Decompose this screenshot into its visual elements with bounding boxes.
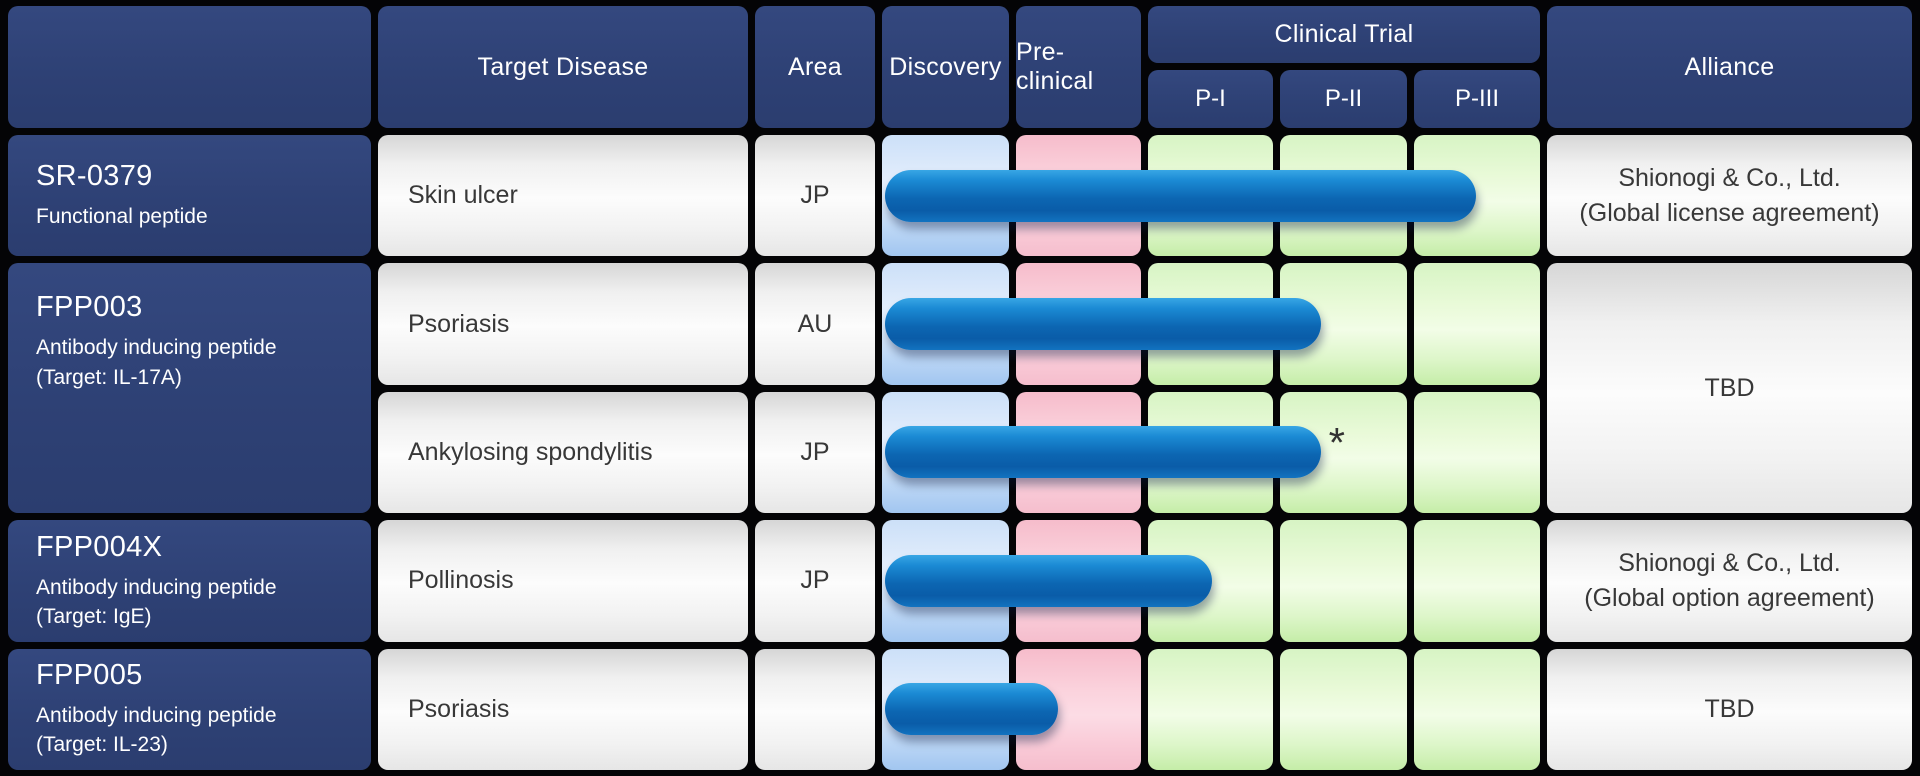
product-cell-fpp003: FPP003 Antibody inducing peptide (Target… <box>8 263 371 514</box>
area-cell: AU <box>755 263 875 385</box>
product-description: Antibody inducing peptide (Target: IL-23… <box>36 703 277 757</box>
area-cell <box>755 648 875 770</box>
stage-cell-preclinical <box>1016 135 1141 257</box>
disease-cell: Psoriasis <box>378 648 748 770</box>
stage-cell-p2 <box>1280 391 1407 514</box>
area-cell: JP <box>755 391 875 514</box>
area-cell: JP <box>755 520 875 642</box>
stage-cell-p3 <box>1414 263 1540 385</box>
disease-cell: Psoriasis <box>378 263 748 385</box>
stage-cell-p3 <box>1414 648 1540 770</box>
header-alliance: Alliance <box>1547 6 1912 128</box>
stage-cell-discovery <box>882 135 1009 257</box>
product-cell-fpp005: FPP005 Antibody inducing peptide (Target… <box>8 648 371 770</box>
disease-cell: Pollinosis <box>378 520 748 642</box>
stage-cell-p1 <box>1148 648 1273 770</box>
stage-cell-p1 <box>1148 391 1273 514</box>
stage-cell-discovery <box>882 263 1009 385</box>
stage-cell-p3 <box>1414 520 1540 642</box>
alliance-cell: TBD <box>1547 648 1912 770</box>
stage-cell-preclinical <box>1016 648 1141 770</box>
stage-cell-p3 <box>1414 135 1540 257</box>
header-blank-cell <box>8 6 371 128</box>
header-discovery: Discovery <box>882 6 1009 128</box>
header-preclinical: Pre-clinical <box>1016 6 1141 128</box>
stage-cell-p1 <box>1148 520 1273 642</box>
stage-cell-p2 <box>1280 520 1407 642</box>
product-name: SR-0379 <box>36 160 153 192</box>
stage-cell-p2 <box>1280 135 1407 257</box>
header-area: Area <box>755 6 875 128</box>
header-phase-2: P-II <box>1280 70 1407 128</box>
product-description: Antibody inducing peptide (Target: IgE) <box>36 575 277 628</box>
product-cell-fpp004x: FPP004X Antibody inducing peptide (Targe… <box>8 520 371 642</box>
product-description: Antibody inducing peptide (Target: IL-17… <box>36 336 277 389</box>
alliance-cell: Shionogi & Co., Ltd. (Global option agre… <box>1547 520 1912 642</box>
disease-cell: Skin ulcer <box>378 135 748 257</box>
product-name: FPP003 <box>36 291 143 324</box>
stage-cell-preclinical <box>1016 391 1141 514</box>
header-clinical-trial: Clinical Trial <box>1148 6 1540 63</box>
stage-cell-p3 <box>1414 391 1540 514</box>
product-description: Functional peptide <box>36 205 208 228</box>
stage-cell-p2 <box>1280 648 1407 770</box>
area-cell: JP <box>755 135 875 257</box>
product-name: FPP005 <box>36 658 143 691</box>
header-phase-1: P-I <box>1148 70 1273 128</box>
stage-cell-discovery <box>882 520 1009 642</box>
stage-cell-preclinical <box>1016 263 1141 385</box>
product-cell-sr0379: SR-0379 Functional peptide <box>8 135 371 257</box>
stage-cell-preclinical <box>1016 520 1141 642</box>
header-target-disease: Target Disease <box>378 6 748 128</box>
stage-cell-p2 <box>1280 263 1407 385</box>
disease-cell: Ankylosing spondylitis <box>378 391 748 514</box>
stage-cell-discovery <box>882 391 1009 514</box>
product-name: FPP004X <box>36 530 163 563</box>
stage-cell-p1 <box>1148 135 1273 257</box>
header-phase-3: P-III <box>1414 70 1540 128</box>
alliance-cell: TBD <box>1547 263 1912 514</box>
stage-cell-discovery <box>882 648 1009 770</box>
alliance-cell: Shionogi & Co., Ltd. (Global license agr… <box>1547 135 1912 257</box>
stage-cell-p1 <box>1148 263 1273 385</box>
